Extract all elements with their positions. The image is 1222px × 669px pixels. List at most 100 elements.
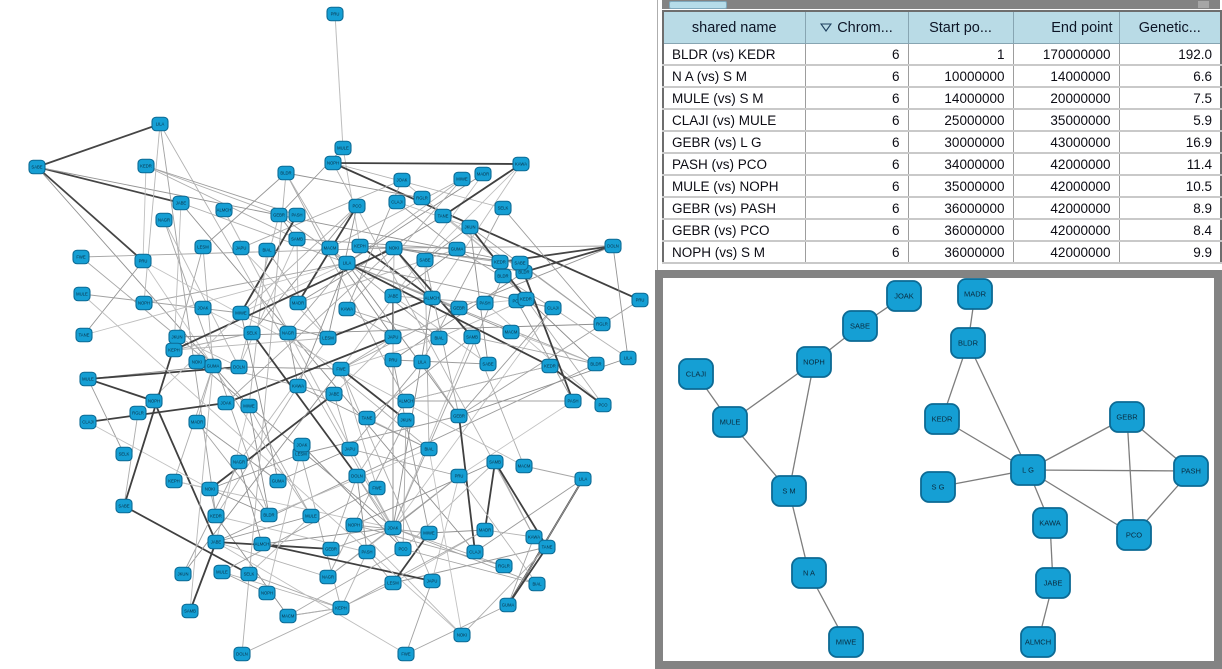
table-cell[interactable]: GEBR (vs) L G xyxy=(662,131,805,154)
network-edge[interactable] xyxy=(87,378,155,402)
network-edge[interactable] xyxy=(145,165,298,240)
network-node[interactable]: FWE xyxy=(368,480,386,496)
network-edge[interactable] xyxy=(36,123,161,168)
network-edge[interactable] xyxy=(366,336,473,419)
network-node[interactable]: GEBR xyxy=(1109,401,1145,433)
network-edge[interactable] xyxy=(36,166,182,204)
network-node[interactable]: GUMA xyxy=(499,597,517,613)
network-node[interactable]: SAMB xyxy=(463,329,481,345)
network-node[interactable]: PCO xyxy=(594,397,612,413)
network-edge[interactable] xyxy=(612,245,629,359)
subnetwork-view[interactable]: JOAK SABE NOPH CLAJI MULE S M N A MIWE MADR BLDR K… xyxy=(663,278,1214,661)
network-edge[interactable] xyxy=(209,393,335,490)
network-node[interactable]: NAGR xyxy=(279,325,297,341)
network-edge[interactable] xyxy=(392,307,554,529)
network-edge[interactable] xyxy=(225,247,395,404)
network-node[interactable]: JOAK xyxy=(393,172,411,188)
network-node[interactable]: BIAL xyxy=(258,242,276,258)
network-edge[interactable] xyxy=(285,172,331,249)
network-edge[interactable] xyxy=(123,336,178,507)
network-node[interactable]: MIWE xyxy=(420,525,438,541)
network-node[interactable]: NOKI xyxy=(188,354,206,370)
network-edge[interactable] xyxy=(392,359,489,365)
table-row[interactable]: N A (vs) S M 6 10000000 14000000 6.6 xyxy=(662,65,1221,88)
table-cell[interactable]: 6 xyxy=(804,197,908,220)
table-cell[interactable]: 42000000 xyxy=(1012,197,1119,220)
network-node[interactable]: MADR xyxy=(188,414,206,430)
network-node[interactable]: CLAJI xyxy=(544,300,562,316)
network-node[interactable]: GEBR xyxy=(270,207,288,223)
network-node[interactable]: MADR xyxy=(289,295,307,311)
network-node[interactable]: JOAK xyxy=(217,395,235,411)
network-edge[interactable] xyxy=(240,312,279,482)
table-cell[interactable]: 34000000 xyxy=(907,153,1013,176)
network-node[interactable]: KEDR xyxy=(517,291,535,307)
network-edge[interactable] xyxy=(268,448,430,516)
network-edge[interactable] xyxy=(251,205,358,334)
network-node[interactable]: MACM xyxy=(502,324,520,340)
network-edge[interactable] xyxy=(428,529,486,534)
network-node[interactable]: PCO xyxy=(394,541,412,557)
network-edge[interactable] xyxy=(287,548,404,617)
network-node[interactable]: BIAL xyxy=(430,330,448,346)
table-cell[interactable]: GEBR (vs) PASH xyxy=(662,197,805,220)
network-edge[interactable] xyxy=(173,332,253,351)
network-edge[interactable] xyxy=(494,461,535,538)
network-node[interactable]: MULE xyxy=(302,508,320,524)
network-node[interactable]: NOPH xyxy=(135,295,153,311)
table-cell[interactable]: 5.9 xyxy=(1118,109,1221,132)
network-node[interactable]: MIWE xyxy=(828,626,864,658)
network-edge[interactable] xyxy=(484,302,604,406)
network-node[interactable]: LILA xyxy=(338,255,356,271)
network-edge[interactable] xyxy=(519,262,574,402)
table-row[interactable]: BLDR (vs) KEDR 6 1 170000000 192.0 xyxy=(662,43,1221,66)
network-node[interactable]: GUMA xyxy=(448,241,466,257)
network-edge[interactable] xyxy=(278,214,348,264)
network-edge[interactable] xyxy=(967,342,1029,471)
network-node[interactable]: JKUN xyxy=(397,412,415,428)
network-node[interactable]: SELK xyxy=(240,566,258,582)
network-edge[interactable] xyxy=(516,300,574,402)
network-edge[interactable] xyxy=(1027,469,1192,472)
table-cell[interactable]: 14000000 xyxy=(1012,65,1119,88)
network-edge[interactable] xyxy=(442,163,522,217)
network-node[interactable]: PRU xyxy=(631,292,649,308)
network-node[interactable]: KAWA xyxy=(512,156,530,172)
network-node[interactable]: TANE xyxy=(75,327,93,343)
network-node[interactable]: MULE xyxy=(334,140,352,156)
network-edge[interactable] xyxy=(340,551,368,609)
network-node[interactable]: NOKI xyxy=(385,240,403,256)
network-node[interactable]: RGLR xyxy=(495,558,513,574)
network-node[interactable]: DOLN xyxy=(230,359,248,375)
table-row[interactable]: GEBR (vs) PCO 6 36000000 42000000 8.4 xyxy=(662,219,1221,242)
network-node[interactable]: ALMCH xyxy=(397,393,415,409)
table-cell[interactable]: 42000000 xyxy=(1012,219,1119,242)
network-edge[interactable] xyxy=(332,162,522,165)
network-edge[interactable] xyxy=(153,400,217,543)
table-cell[interactable]: 6 xyxy=(804,241,908,264)
table-row[interactable]: MULE (vs) NOPH 6 35000000 42000000 10.5 xyxy=(662,175,1221,198)
network-edge[interactable] xyxy=(340,368,525,467)
network-node[interactable]: MULE xyxy=(79,371,97,387)
network-node[interactable]: MACM xyxy=(321,240,339,256)
table-cell[interactable]: 6 xyxy=(804,65,908,88)
network-node[interactable]: SABE xyxy=(416,252,434,268)
network-node[interactable]: NAGR xyxy=(230,454,248,470)
network-node[interactable]: DOLN xyxy=(233,646,251,662)
network-edge[interactable] xyxy=(402,461,496,550)
network-edge[interactable] xyxy=(248,405,270,516)
network-node[interactable]: JOAK xyxy=(194,300,212,316)
network-edge[interactable] xyxy=(209,488,270,516)
network-node[interactable]: SELK xyxy=(243,325,261,341)
network-edge[interactable] xyxy=(163,219,240,368)
table-cell[interactable]: 6 xyxy=(804,175,908,198)
network-node[interactable]: CLAJI xyxy=(388,194,406,210)
network-edge[interactable] xyxy=(240,262,348,314)
network-node[interactable]: CLAJI xyxy=(79,414,97,430)
network-node[interactable]: FWE xyxy=(397,646,415,662)
network-node[interactable]: MIWE xyxy=(453,171,471,187)
network-edge[interactable] xyxy=(346,178,463,310)
network-edge[interactable] xyxy=(469,226,489,365)
network-edge[interactable] xyxy=(431,475,460,582)
